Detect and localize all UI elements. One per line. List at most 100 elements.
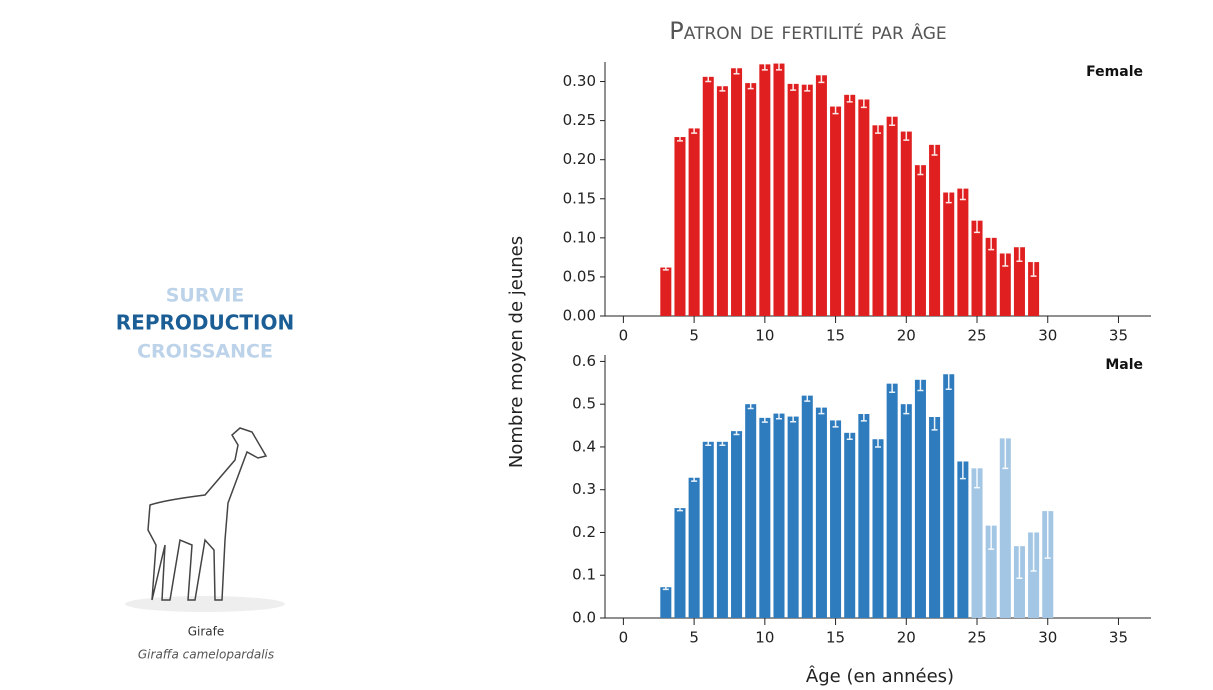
error-bar bbox=[917, 368, 924, 392]
bar bbox=[900, 131, 912, 316]
y-tick-label: 0.00 bbox=[563, 307, 596, 325]
bar bbox=[773, 413, 785, 618]
error-bar bbox=[875, 116, 881, 134]
error-bar bbox=[1030, 247, 1037, 277]
bar bbox=[660, 587, 672, 618]
y-tick-label: 0.30 bbox=[563, 72, 596, 90]
error-bar bbox=[974, 448, 981, 489]
bar bbox=[1013, 247, 1025, 316]
bar bbox=[702, 441, 714, 618]
error-bar bbox=[860, 406, 867, 422]
bar bbox=[858, 99, 870, 316]
y-tick-label: 0.25 bbox=[563, 111, 596, 129]
bar bbox=[943, 192, 955, 316]
x-tick-label: 10 bbox=[755, 629, 774, 647]
bar bbox=[844, 432, 856, 618]
bar bbox=[985, 237, 997, 316]
y-tick-label: 0.10 bbox=[563, 228, 596, 246]
error-bar bbox=[790, 76, 797, 91]
error-bar bbox=[917, 155, 924, 176]
bar bbox=[985, 525, 997, 618]
y-tick-label: 0.2 bbox=[572, 523, 596, 541]
x-tick-label: 30 bbox=[1038, 327, 1057, 345]
bar bbox=[702, 76, 714, 316]
error-bar bbox=[818, 400, 825, 415]
error-bar bbox=[1002, 240, 1009, 267]
error-bar bbox=[662, 264, 669, 271]
bar bbox=[830, 420, 842, 618]
error-bar bbox=[988, 501, 995, 550]
error-bar bbox=[931, 403, 938, 431]
bar bbox=[731, 431, 743, 618]
error-bar bbox=[761, 412, 768, 423]
species-latin: Giraffa camelopardalis bbox=[138, 648, 274, 662]
bar bbox=[886, 383, 898, 618]
bar bbox=[759, 417, 771, 618]
error-bar bbox=[691, 473, 698, 482]
error-bar bbox=[974, 208, 981, 234]
x-tick-label: 25 bbox=[967, 327, 986, 345]
bar bbox=[1013, 546, 1025, 618]
error-bar bbox=[775, 407, 782, 420]
error-bar bbox=[875, 430, 881, 448]
bar bbox=[957, 188, 969, 316]
x-tick-label: 0 bbox=[619, 629, 629, 647]
error-bar bbox=[860, 90, 867, 109]
menu-item[interactable]: SURVIE bbox=[166, 285, 245, 307]
x-tick-label: 15 bbox=[826, 629, 845, 647]
error-bar bbox=[804, 389, 811, 402]
error-bar bbox=[705, 71, 712, 83]
menu-item[interactable]: CROISSANCE bbox=[137, 341, 273, 363]
y-axis-label: Nombre moyen de jeunes bbox=[506, 236, 527, 468]
error-bar bbox=[705, 437, 712, 446]
bar bbox=[929, 417, 941, 618]
bar bbox=[886, 116, 898, 316]
bar bbox=[914, 379, 926, 618]
x-tick-label: 15 bbox=[826, 327, 845, 345]
x-tick-label: 0 bbox=[619, 327, 629, 345]
bar bbox=[872, 439, 884, 618]
bar bbox=[745, 83, 757, 317]
x-tick-label: 5 bbox=[689, 629, 699, 647]
bar bbox=[900, 404, 912, 618]
error-bar bbox=[676, 132, 683, 142]
species-name: Girafe bbox=[188, 625, 225, 639]
bar bbox=[745, 404, 757, 618]
bar bbox=[688, 477, 700, 618]
error-bar bbox=[747, 76, 754, 90]
giraffe-icon bbox=[147, 427, 268, 601]
bar bbox=[773, 63, 785, 316]
error-bar bbox=[691, 122, 698, 134]
bar bbox=[674, 137, 686, 316]
bar bbox=[674, 508, 686, 618]
bar bbox=[830, 106, 842, 316]
bar bbox=[759, 64, 771, 317]
x-tick-label: 20 bbox=[897, 327, 916, 345]
error-bar bbox=[846, 425, 853, 440]
error-bar bbox=[889, 374, 896, 393]
bar bbox=[716, 441, 728, 618]
error-bar bbox=[945, 181, 952, 204]
bar bbox=[943, 374, 955, 618]
bar bbox=[1042, 511, 1054, 618]
y-tick-label: 0.3 bbox=[572, 480, 596, 498]
panel-label: Male bbox=[1105, 357, 1143, 373]
x-tick-label: 25 bbox=[967, 629, 986, 647]
bar bbox=[801, 395, 813, 618]
bar bbox=[815, 407, 827, 618]
bar bbox=[716, 86, 728, 316]
error-bar bbox=[889, 107, 896, 127]
error-bar bbox=[804, 77, 811, 92]
x-tick-label: 30 bbox=[1038, 629, 1057, 647]
bar bbox=[957, 461, 969, 618]
menu-item[interactable]: REPRODUCTION bbox=[116, 311, 294, 335]
panel-label: Female bbox=[1086, 64, 1143, 80]
error-bar bbox=[719, 437, 726, 446]
error-bar bbox=[1044, 463, 1051, 559]
x-tick-label: 10 bbox=[755, 327, 774, 345]
bar bbox=[858, 414, 870, 618]
error-bar bbox=[662, 584, 669, 591]
bar bbox=[844, 94, 856, 316]
